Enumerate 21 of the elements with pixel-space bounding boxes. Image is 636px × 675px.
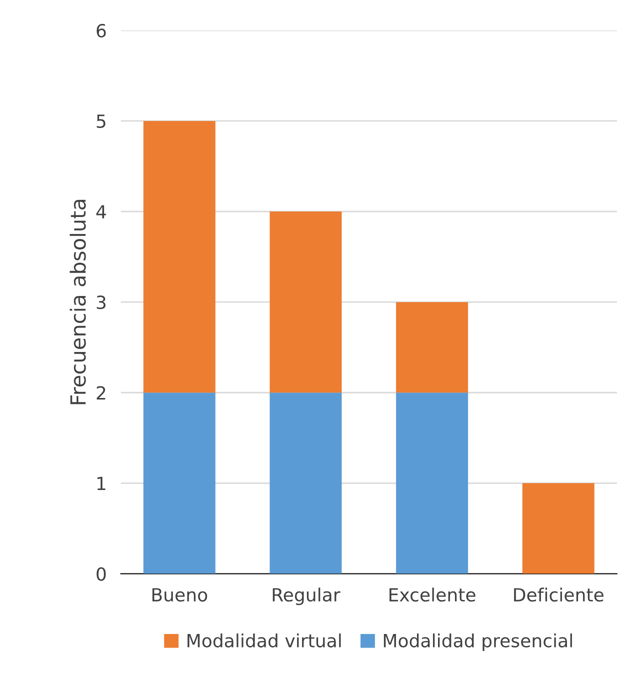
bar <box>270 392 342 574</box>
x-tick-label: Deficiente <box>514 588 604 602</box>
y-tick-label: 2 <box>96 386 106 400</box>
y-tick-label: 3 <box>96 296 106 310</box>
y-tick-label: 4 <box>96 205 106 218</box>
y-tick-label: 1 <box>97 476 106 490</box>
y-tick-label: 5 <box>96 114 106 128</box>
y-tick-label: 6 <box>96 24 106 38</box>
bar <box>270 212 342 393</box>
bar <box>396 302 468 393</box>
x-tick-label: Excelente <box>390 588 476 602</box>
y-tick-label: 0 <box>96 567 106 581</box>
x-tick-label: Regular <box>272 588 340 606</box>
legend-label: Modalidad presencial <box>384 633 572 651</box>
y-axis-title: Frecuencia absoluta <box>70 200 86 404</box>
bar <box>396 392 468 574</box>
bar <box>143 120 216 393</box>
x-tick-label: Bueno <box>152 588 208 602</box>
bar <box>522 483 594 574</box>
legend-label: Modalidad virtual <box>188 633 341 648</box>
bar <box>143 392 216 574</box>
